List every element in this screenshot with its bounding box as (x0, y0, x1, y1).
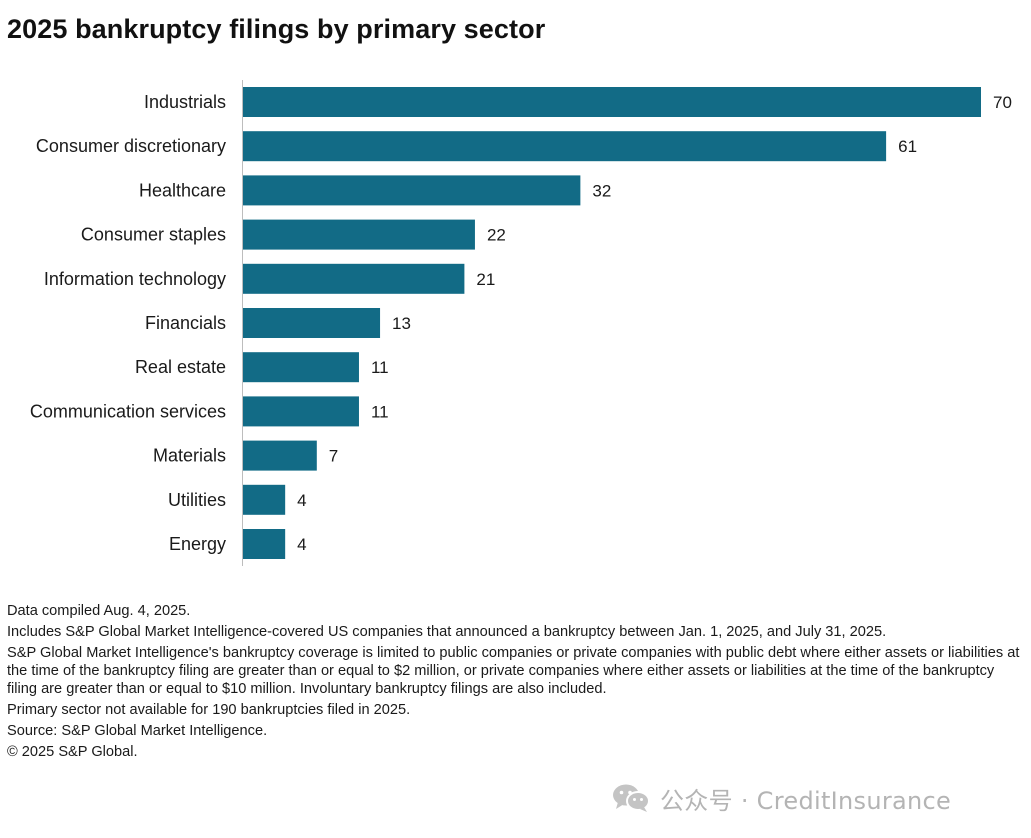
note-data-compiled: Data compiled Aug. 4, 2025. (7, 603, 191, 619)
category-label: Energy (169, 534, 226, 554)
watermark-text: 公众号 · CreditInsurance (660, 786, 952, 815)
value-label: 11 (371, 402, 389, 421)
watermark: 公众号 · CreditInsurance (612, 782, 952, 815)
value-label: 22 (487, 226, 506, 245)
category-label: Consumer discretionary (36, 136, 226, 156)
value-label: 61 (898, 137, 917, 156)
value-label: 21 (476, 270, 495, 289)
value-label: 13 (392, 314, 411, 333)
category-label: Consumer staples (81, 225, 226, 245)
value-label: 7 (329, 447, 338, 466)
note-source: Source: S&P Global Market Intelligence. (7, 723, 268, 739)
bar-consumer-discretionary (243, 131, 887, 162)
chart-title: 2025 bankruptcy filings by primary secto… (7, 14, 546, 44)
category-label: Utilities (168, 490, 226, 510)
chart-notes: Data compiled Aug. 4, 2025. Includes S&P… (7, 602, 1022, 764)
value-label: 32 (592, 181, 611, 200)
category-label: Information technology (44, 269, 226, 289)
note-copyright: © 2025 S&P Global. (7, 744, 138, 760)
bar-healthcare (243, 175, 581, 206)
value-label: 4 (297, 535, 306, 554)
value-label: 11 (371, 358, 389, 377)
bar-information-technology (243, 263, 465, 294)
category-label: Communication services (30, 401, 226, 421)
bar-consumer-staples (243, 219, 475, 250)
note-coverage-scope: Includes S&P Global Market Intelligence-… (7, 624, 887, 640)
category-label: Industrials (144, 92, 226, 112)
bar-communication-services (243, 396, 359, 427)
bar-materials (243, 440, 317, 471)
bars-group: Industrials 70 Consumer discretionary 61 Hea… (30, 87, 1012, 559)
category-label: Financials (145, 313, 226, 333)
bar-chart: Industrials 70 Consumer discretionary 61 Hea… (30, 80, 1012, 566)
category-label: Real estate (135, 357, 226, 377)
value-label: 70 (993, 93, 1012, 112)
bar-utilities (243, 484, 286, 515)
category-label: Healthcare (139, 180, 226, 200)
wechat-icon (612, 783, 650, 813)
category-label: Materials (153, 446, 226, 466)
bar-industrials (243, 87, 981, 117)
value-label: 4 (297, 491, 306, 510)
note-sector-missing: Primary sector not available for 190 ban… (7, 702, 411, 718)
bar-energy (243, 529, 286, 559)
note-coverage-criteria: S&P Global Market Intelligence's bankrup… (7, 645, 1020, 697)
bar-real-estate (243, 352, 359, 383)
bar-financials (243, 308, 381, 338)
